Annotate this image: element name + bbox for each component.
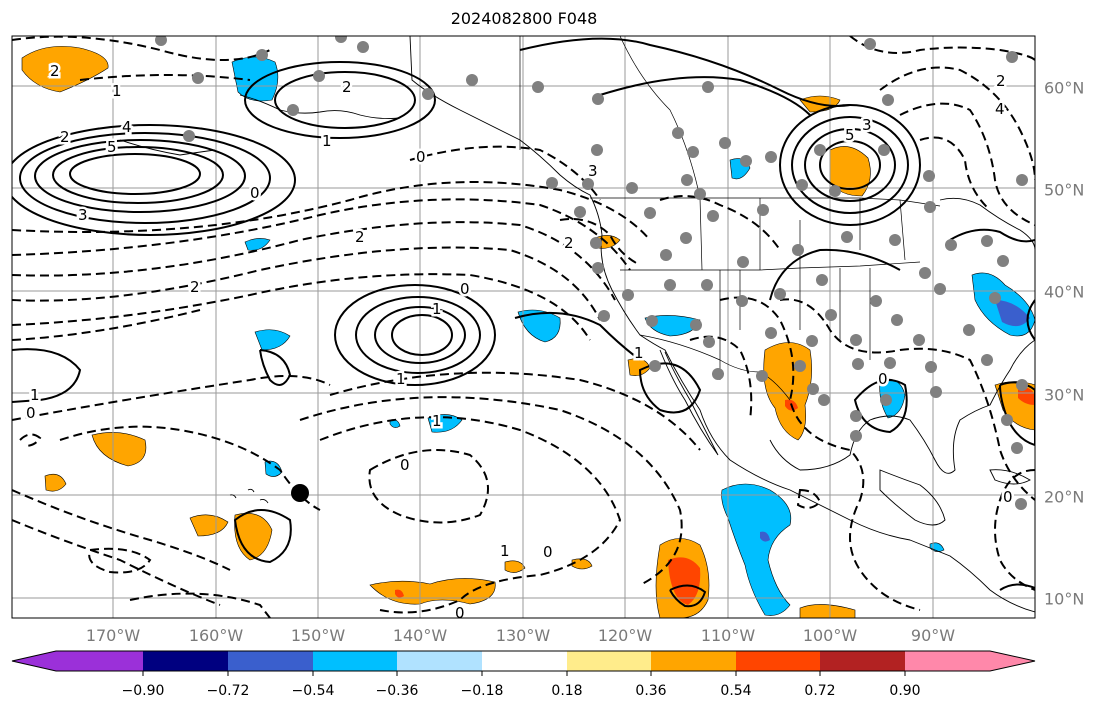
colorbar-tick-label: −0.18 — [460, 683, 504, 699]
contour-label: 4 — [122, 118, 132, 136]
latitude-label: 40°N — [1044, 282, 1085, 302]
colorbar-segment — [567, 651, 653, 671]
shade-positive — [44, 473, 67, 492]
contour-label: 2 — [355, 228, 365, 246]
contour-label: 1 — [432, 300, 442, 318]
contour-label: 3 — [862, 116, 872, 134]
shade-negative — [644, 315, 701, 337]
shade-negative — [427, 414, 463, 433]
colorbar-tick-label: −0.90 — [121, 683, 165, 699]
contour-label: 1 — [634, 344, 644, 362]
colorbar-segment — [905, 651, 991, 671]
latitude-label: 60°N — [1044, 78, 1085, 98]
shade-negative — [244, 238, 271, 251]
contours-solid — [12, 37, 1035, 608]
contour-label: 5 — [845, 126, 855, 144]
contour-label: 1 — [112, 82, 122, 100]
latitude-label: 10°N — [1044, 589, 1085, 609]
longitude-label: 110°W — [700, 626, 756, 645]
contour-label: 3 — [78, 206, 88, 224]
colorbar-extend-low — [12, 651, 56, 671]
contour-label: 1 — [30, 386, 40, 404]
contour-label: 0 — [543, 543, 553, 561]
shade-negative — [760, 531, 770, 542]
contour-label: 0 — [416, 148, 426, 166]
latitude-label: 20°N — [1044, 487, 1085, 507]
map-frame — [11, 35, 1036, 619]
colorbar-segment — [651, 651, 737, 671]
contour-label: 0 — [250, 184, 260, 202]
colorbar-tick-label: 0.72 — [804, 683, 836, 699]
shade-positive — [395, 589, 404, 598]
shade-positive — [1018, 387, 1035, 405]
contour-label: 2 — [564, 234, 574, 252]
colorbar-tick-label: −0.36 — [375, 683, 419, 699]
contour-label: 0 — [400, 456, 410, 474]
colorbar-segment — [228, 651, 314, 671]
colorbar-segment — [736, 651, 822, 671]
station-dots — [155, 36, 1028, 510]
shade-negative — [721, 483, 792, 616]
map-title: 2024082800 F048 — [450, 9, 598, 28]
longitude-label: 170°W — [85, 626, 141, 645]
contour-label: 2 — [342, 78, 352, 96]
colorbar-segment — [397, 651, 483, 671]
colorbar-segment — [56, 651, 144, 671]
contour-label: 2 — [50, 62, 60, 80]
colorbar-segment — [143, 651, 229, 671]
latitude-label: 50°N — [1044, 180, 1085, 200]
contour-label: 0 — [1003, 488, 1013, 506]
shade-negative — [995, 300, 1030, 327]
contour-label: 0 — [460, 280, 470, 298]
colorbar-segment — [313, 651, 399, 671]
longitude-label: 120°W — [597, 626, 653, 645]
longitude-label: 140°W — [392, 626, 448, 645]
colorbar-tick-label: 0.18 — [551, 683, 583, 699]
longitude-label: 160°W — [188, 626, 244, 645]
colorbar — [11, 650, 1036, 676]
contour-label: 5 — [107, 138, 117, 156]
contour-label: 2 — [60, 128, 70, 146]
colorbar-tick-label: 0.36 — [635, 683, 667, 699]
contour-label: 1 — [500, 542, 510, 560]
colorbar-tick-label: −0.54 — [291, 683, 335, 699]
coastlines — [119, 36, 1035, 613]
shade-positive — [21, 46, 109, 93]
graticule — [12, 36, 1035, 618]
contour-label: 2 — [996, 72, 1006, 90]
contour-label: 3 — [588, 162, 598, 180]
colorbar-segment — [820, 651, 906, 671]
contour-label: 0 — [878, 370, 888, 388]
longitude-label: 90°W — [910, 626, 956, 645]
shade-positive — [668, 557, 701, 605]
longitude-label: 100°W — [802, 626, 858, 645]
colorbar-extend-high — [990, 651, 1035, 671]
longitude-label: 130°W — [495, 626, 551, 645]
colorbar-segment — [482, 651, 568, 671]
location-marker — [291, 484, 309, 502]
shade-positive — [189, 514, 229, 537]
shade-negative — [231, 56, 279, 102]
contour-label: 4 — [995, 100, 1005, 118]
contour-label: 0 — [26, 404, 36, 422]
colorbar-tick-label: 0.90 — [889, 683, 921, 699]
latitude-label: 30°N — [1044, 385, 1085, 405]
shade-positive — [91, 432, 147, 467]
contour-label: 1 — [322, 132, 332, 150]
shade-positive — [504, 560, 526, 573]
shade-negative — [254, 329, 291, 351]
shade-negative — [517, 309, 561, 343]
contour-label: 1 — [396, 370, 406, 388]
contour-labels: 2 1 5 4 2 3 0 1 2 0 2 2 1 0 1 1 0 0 1 0 … — [24, 60, 1016, 622]
colorbar-tick-label: 0.54 — [720, 683, 752, 699]
longitude-label: 150°W — [290, 626, 346, 645]
contour-label: 2 — [190, 278, 200, 296]
shade-positive — [799, 604, 856, 618]
contour-label: 1 — [432, 412, 442, 430]
colorbar-tick-label: −0.72 — [206, 683, 250, 699]
contour-label: 0 — [455, 604, 465, 622]
